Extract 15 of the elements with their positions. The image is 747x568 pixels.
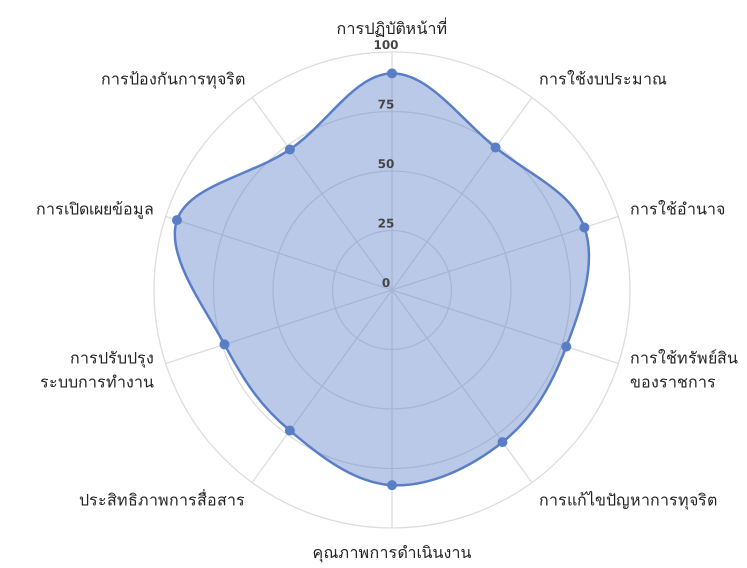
spoke-label: การปฏิบัติหน้าที่ xyxy=(336,17,448,38)
y-tick-label: 50 xyxy=(378,157,394,171)
spoke-label: การปรับปรุง ระบบการทำงาน xyxy=(40,348,154,392)
y-tick-label: 75 xyxy=(378,98,394,112)
spoke-label: การป้องกันการทุจริต xyxy=(101,70,246,90)
spoke-label: การใช้อำนาจ xyxy=(630,200,725,219)
spoke-label: การเปิดเผยข้อมูล xyxy=(36,200,154,220)
y-tick-label: 25 xyxy=(378,216,394,230)
spoke-label: การแก้ไขปัญหาการทุจริต xyxy=(538,490,717,510)
spoke-label: ประสิทธิภาพการสื่อสาร xyxy=(79,488,246,510)
y-tick-label: 0 xyxy=(382,276,390,290)
spoke-label: การใช้ทรัพย์สิน ของราชการ xyxy=(630,348,738,392)
spoke-label: การใช้งบประมาณ xyxy=(538,70,667,89)
y-tick-label: 100 xyxy=(373,38,399,52)
spoke-label: คุณภาพการดำเนินงาน xyxy=(312,543,472,563)
